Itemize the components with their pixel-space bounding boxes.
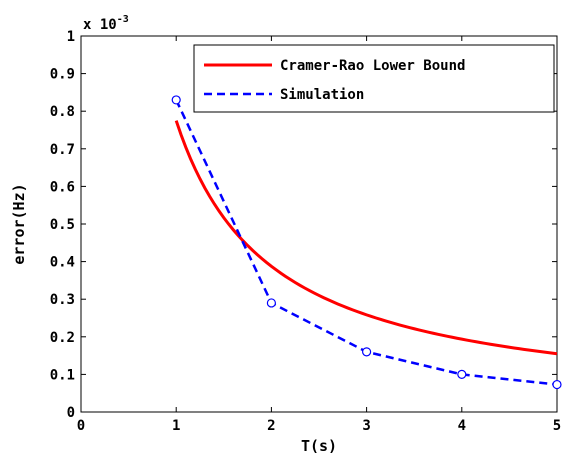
y-tick-label: 0.7 bbox=[50, 142, 75, 158]
simulation-point bbox=[362, 347, 372, 357]
x-tick-label: 5 bbox=[553, 418, 561, 434]
y-tick-label: 0.4 bbox=[50, 255, 75, 271]
y-axis-label: error(Hz) bbox=[10, 183, 28, 264]
simulation-point bbox=[457, 369, 467, 379]
simulation-point bbox=[552, 379, 562, 390]
x-tick-label: 2 bbox=[267, 418, 275, 434]
legend-label-simulation: Simulation bbox=[280, 87, 364, 103]
legend-label-crlb: Cramer-Rao Lower Bound bbox=[280, 58, 465, 74]
y-tick-label: 0.9 bbox=[50, 67, 75, 83]
series-line-crlb bbox=[174, 120, 558, 356]
y-tick-label: 0.3 bbox=[50, 292, 75, 308]
y-tick-label: 1 bbox=[67, 29, 75, 45]
x-tick-label: 0 bbox=[77, 418, 85, 434]
x-tick-label: 1 bbox=[172, 418, 180, 434]
simulation-point bbox=[171, 95, 181, 105]
axis-ticks: 0 1 2 3 4 5 0 0.1 0.2 0.3 0.4 0.5 0.6 0.7 0.8 0.9 1 bbox=[50, 29, 562, 434]
y-multiplier: x 10-3 bbox=[83, 14, 129, 33]
y-tick-label: 0.6 bbox=[50, 179, 75, 195]
x-tick-label: 4 bbox=[458, 418, 466, 434]
series-layer bbox=[171, 95, 562, 390]
x-axis-label: T(s) bbox=[301, 437, 337, 455]
y-tick-label: 0.5 bbox=[50, 217, 75, 233]
x-tick-label: 3 bbox=[362, 418, 370, 434]
simulation-point bbox=[266, 298, 276, 308]
legend: Cramer-Rao Lower Bound Simulation bbox=[193, 44, 555, 113]
y-tick-label: 0 bbox=[67, 405, 75, 421]
y-tick-label: 0.8 bbox=[50, 104, 75, 120]
y-tick-label: 0.2 bbox=[50, 330, 75, 346]
y-tick-label: 0.1 bbox=[50, 367, 75, 383]
legend-box bbox=[193, 44, 555, 113]
